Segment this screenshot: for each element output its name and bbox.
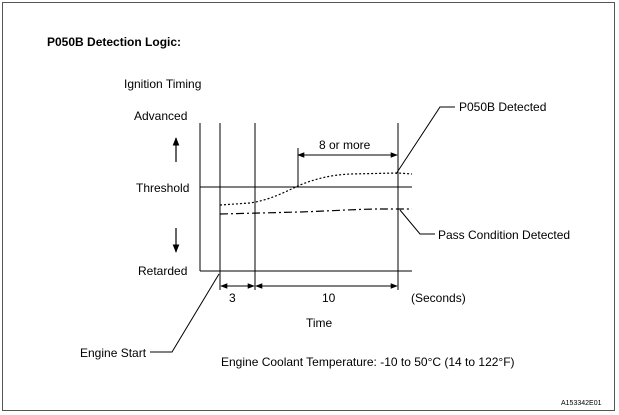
p050b-detected-callout: P050B Detected (459, 100, 547, 114)
figure-frame (2, 2, 615, 411)
y-axis-label: Ignition Timing (124, 77, 202, 91)
detected-leader-line (395, 106, 455, 175)
detected-curve (219, 172, 413, 206)
advanced-label: Advanced (134, 109, 188, 123)
seconds-unit-label: (Seconds) (411, 291, 466, 305)
x-axis-label: Time (306, 316, 333, 330)
pass-leader-line (399, 209, 435, 235)
interval-label: 8 or more (319, 138, 371, 152)
retarded-label: Retarded (138, 264, 188, 278)
segment-10-label: 10 (322, 291, 336, 305)
pass-curve (219, 208, 412, 215)
engine-start-leader-line (150, 273, 220, 353)
figure-id: A153342E01 (561, 400, 602, 407)
threshold-label: Threshold (136, 181, 190, 195)
segment-3-label: 3 (229, 291, 236, 305)
coolant-condition-note: Engine Coolant Temperature: -10 to 50°C … (221, 355, 515, 369)
diagram-heading: P050B Detection Logic: (47, 35, 182, 49)
pass-condition-callout: Pass Condition Detected (438, 228, 571, 242)
engine-start-callout: Engine Start (80, 346, 147, 360)
